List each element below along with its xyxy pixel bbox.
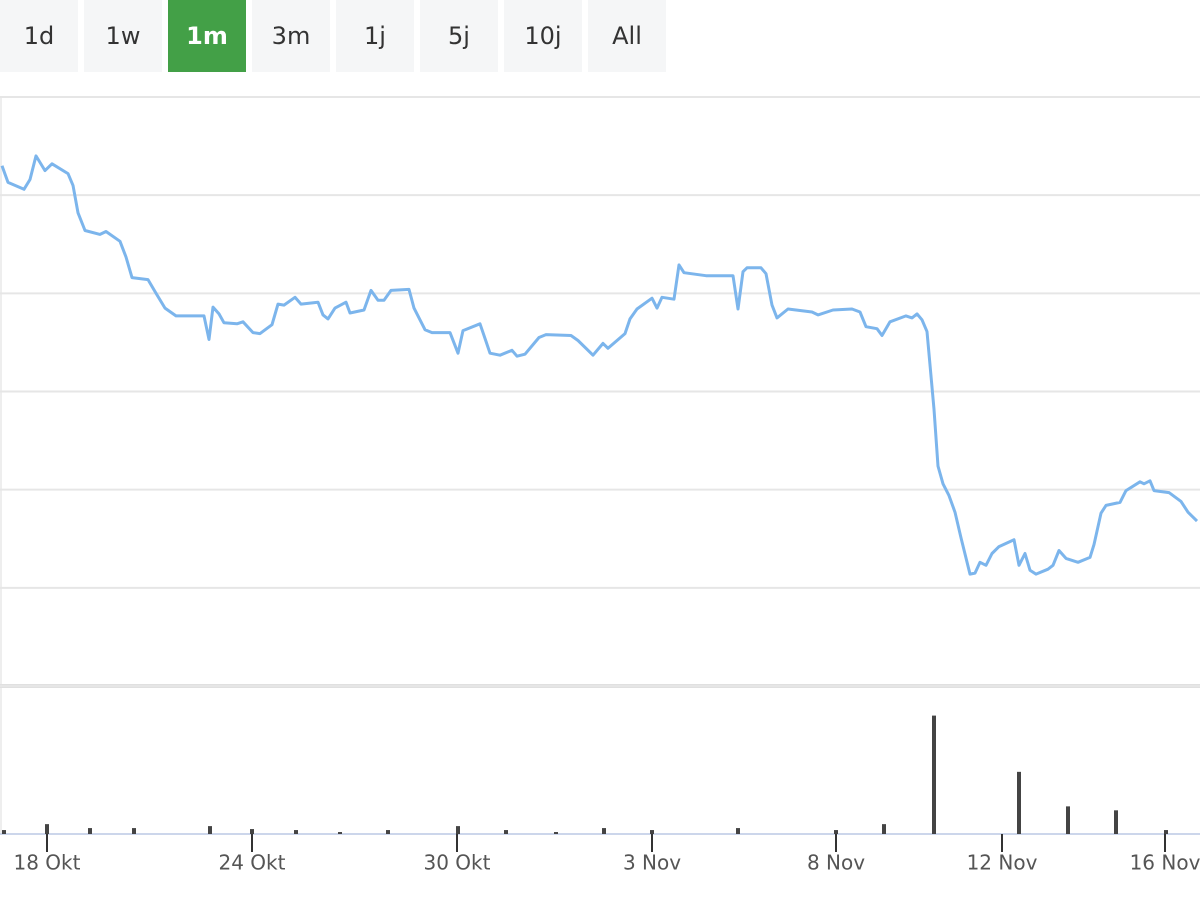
- volume-bar: [1164, 830, 1168, 834]
- volume-bar: [504, 830, 508, 834]
- volume-bar: [456, 826, 460, 834]
- volume-bar: [88, 828, 92, 834]
- volume-bar: [602, 828, 606, 834]
- volume-bar: [386, 830, 390, 834]
- range-button[interactable]: 3m: [252, 0, 330, 72]
- x-tick-label: 8 Nov: [807, 851, 865, 875]
- volume-bar: [650, 830, 654, 834]
- volume-bar: [208, 826, 212, 834]
- volume-bar: [250, 829, 254, 834]
- range-button[interactable]: 1d: [0, 0, 78, 72]
- range-button[interactable]: 10j: [504, 0, 582, 72]
- x-tick-label: 3 Nov: [623, 851, 681, 875]
- volume-bar: [834, 830, 838, 834]
- range-button[interactable]: 1w: [84, 0, 162, 72]
- volume-bar: [294, 830, 298, 834]
- volume-bar: [2, 830, 6, 834]
- range-button[interactable]: 1m: [168, 0, 246, 72]
- price-line: [0, 154, 1199, 576]
- volume-bar: [736, 828, 740, 834]
- volume-bar: [932, 715, 936, 834]
- x-tick-label: 18 Okt: [14, 851, 81, 875]
- x-tick-label: 12 Nov: [967, 851, 1038, 875]
- volume-bar: [132, 828, 136, 834]
- x-tick-label: 24 Okt: [219, 851, 286, 875]
- volume-bar: [1066, 806, 1070, 834]
- range-button[interactable]: 5j: [420, 0, 498, 72]
- range-button[interactable]: 1j: [336, 0, 414, 72]
- x-tick-label: 30 Okt: [424, 851, 491, 875]
- range-button[interactable]: All: [588, 0, 666, 72]
- volume-bar: [45, 824, 49, 834]
- x-tick-label: 16 Nov: [1130, 851, 1200, 875]
- volume-bar: [554, 832, 558, 834]
- volume-bar: [1114, 810, 1118, 834]
- volume-bar: [882, 824, 886, 834]
- volume-bar: [1017, 771, 1021, 834]
- volume-bar: [338, 832, 342, 834]
